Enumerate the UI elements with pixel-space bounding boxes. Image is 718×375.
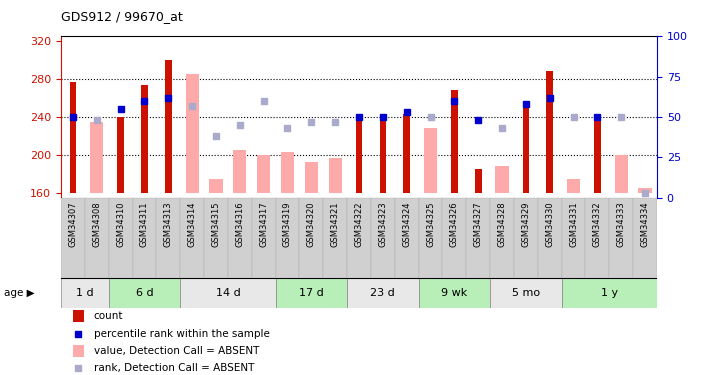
Text: 14 d: 14 d	[215, 288, 241, 298]
Bar	[538, 198, 561, 278]
Text: count: count	[94, 311, 123, 321]
Text: GSM34330: GSM34330	[545, 202, 554, 247]
Bar	[61, 198, 85, 278]
Text: 17 d: 17 d	[299, 288, 324, 298]
Bar	[490, 278, 561, 308]
Bar	[73, 345, 84, 357]
Bar	[61, 278, 108, 308]
Bar	[633, 198, 657, 278]
Text: GSM34327: GSM34327	[474, 202, 482, 247]
Bar	[108, 278, 180, 308]
Bar	[299, 198, 323, 278]
Bar	[73, 310, 84, 322]
Text: GSM34328: GSM34328	[498, 202, 506, 247]
Text: GDS912 / 99670_at: GDS912 / 99670_at	[61, 10, 183, 23]
Text: GSM34313: GSM34313	[164, 202, 173, 247]
Text: 9 wk: 9 wk	[442, 288, 467, 298]
Bar	[594, 117, 601, 193]
Text: GSM34334: GSM34334	[640, 202, 650, 247]
Text: GSM34331: GSM34331	[569, 202, 578, 247]
Bar	[70, 82, 76, 193]
Bar	[380, 117, 386, 193]
Bar	[233, 150, 246, 193]
Bar	[404, 114, 410, 193]
Bar	[523, 105, 529, 193]
Text: value, Detection Call = ABSENT: value, Detection Call = ABSENT	[94, 346, 259, 356]
Text: GSM34320: GSM34320	[307, 202, 316, 247]
Bar	[257, 155, 270, 193]
Bar	[495, 166, 508, 193]
Text: 5 mo: 5 mo	[512, 288, 540, 298]
Bar	[108, 198, 133, 278]
Bar	[371, 198, 395, 278]
Text: GSM34329: GSM34329	[521, 202, 531, 247]
Bar	[567, 178, 580, 193]
Text: GSM34316: GSM34316	[236, 202, 244, 247]
Bar	[451, 90, 457, 193]
Bar	[490, 198, 514, 278]
Text: GSM34324: GSM34324	[402, 202, 411, 247]
Bar	[133, 198, 157, 278]
Text: age ▶: age ▶	[4, 288, 34, 298]
Bar	[561, 278, 657, 308]
Bar	[85, 198, 108, 278]
Bar	[117, 117, 124, 193]
Bar	[395, 198, 419, 278]
Text: GSM34307: GSM34307	[68, 202, 78, 247]
Text: percentile rank within the sample: percentile rank within the sample	[94, 329, 270, 339]
Bar	[204, 198, 228, 278]
Bar	[276, 198, 299, 278]
Bar	[347, 198, 371, 278]
Bar	[546, 72, 553, 193]
Bar	[561, 198, 585, 278]
Text: GSM34326: GSM34326	[450, 202, 459, 247]
Text: rank, Detection Call = ABSENT: rank, Detection Call = ABSENT	[94, 363, 254, 373]
Text: GSM34323: GSM34323	[378, 202, 387, 247]
Text: GSM34333: GSM34333	[617, 202, 625, 248]
Bar	[141, 85, 148, 193]
Bar	[180, 198, 204, 278]
Bar	[419, 278, 490, 308]
Bar	[185, 74, 199, 193]
Text: 6 d: 6 d	[136, 288, 153, 298]
Bar	[475, 169, 482, 193]
Bar	[615, 155, 628, 193]
Bar	[585, 198, 610, 278]
Bar	[304, 162, 318, 193]
Bar	[424, 128, 437, 193]
Bar	[442, 198, 466, 278]
Text: 1 d: 1 d	[76, 288, 93, 298]
Bar	[252, 198, 276, 278]
Text: GSM34322: GSM34322	[355, 202, 363, 247]
Bar	[610, 198, 633, 278]
Text: GSM34325: GSM34325	[426, 202, 435, 247]
Text: GSM34319: GSM34319	[283, 202, 292, 247]
Bar	[347, 278, 419, 308]
Bar	[329, 158, 342, 193]
Bar	[466, 198, 490, 278]
Text: 23 d: 23 d	[370, 288, 395, 298]
Bar	[157, 198, 180, 278]
Bar	[165, 60, 172, 193]
Text: GSM34332: GSM34332	[593, 202, 602, 247]
Text: GSM34317: GSM34317	[259, 202, 268, 247]
Text: GSM34314: GSM34314	[187, 202, 197, 247]
Bar	[210, 178, 223, 193]
Text: GSM34308: GSM34308	[93, 202, 101, 247]
Bar	[90, 122, 103, 193]
Text: GSM34311: GSM34311	[140, 202, 149, 247]
Bar	[228, 198, 252, 278]
Bar	[180, 278, 276, 308]
Text: GSM34315: GSM34315	[212, 202, 220, 247]
Bar	[276, 278, 347, 308]
Bar	[281, 152, 294, 193]
Bar	[514, 198, 538, 278]
Bar	[638, 188, 652, 193]
Text: GSM34321: GSM34321	[331, 202, 340, 247]
Bar	[355, 115, 363, 193]
Text: 1 y: 1 y	[601, 288, 618, 298]
Bar	[323, 198, 347, 278]
Text: GSM34310: GSM34310	[116, 202, 125, 247]
Bar	[419, 198, 442, 278]
